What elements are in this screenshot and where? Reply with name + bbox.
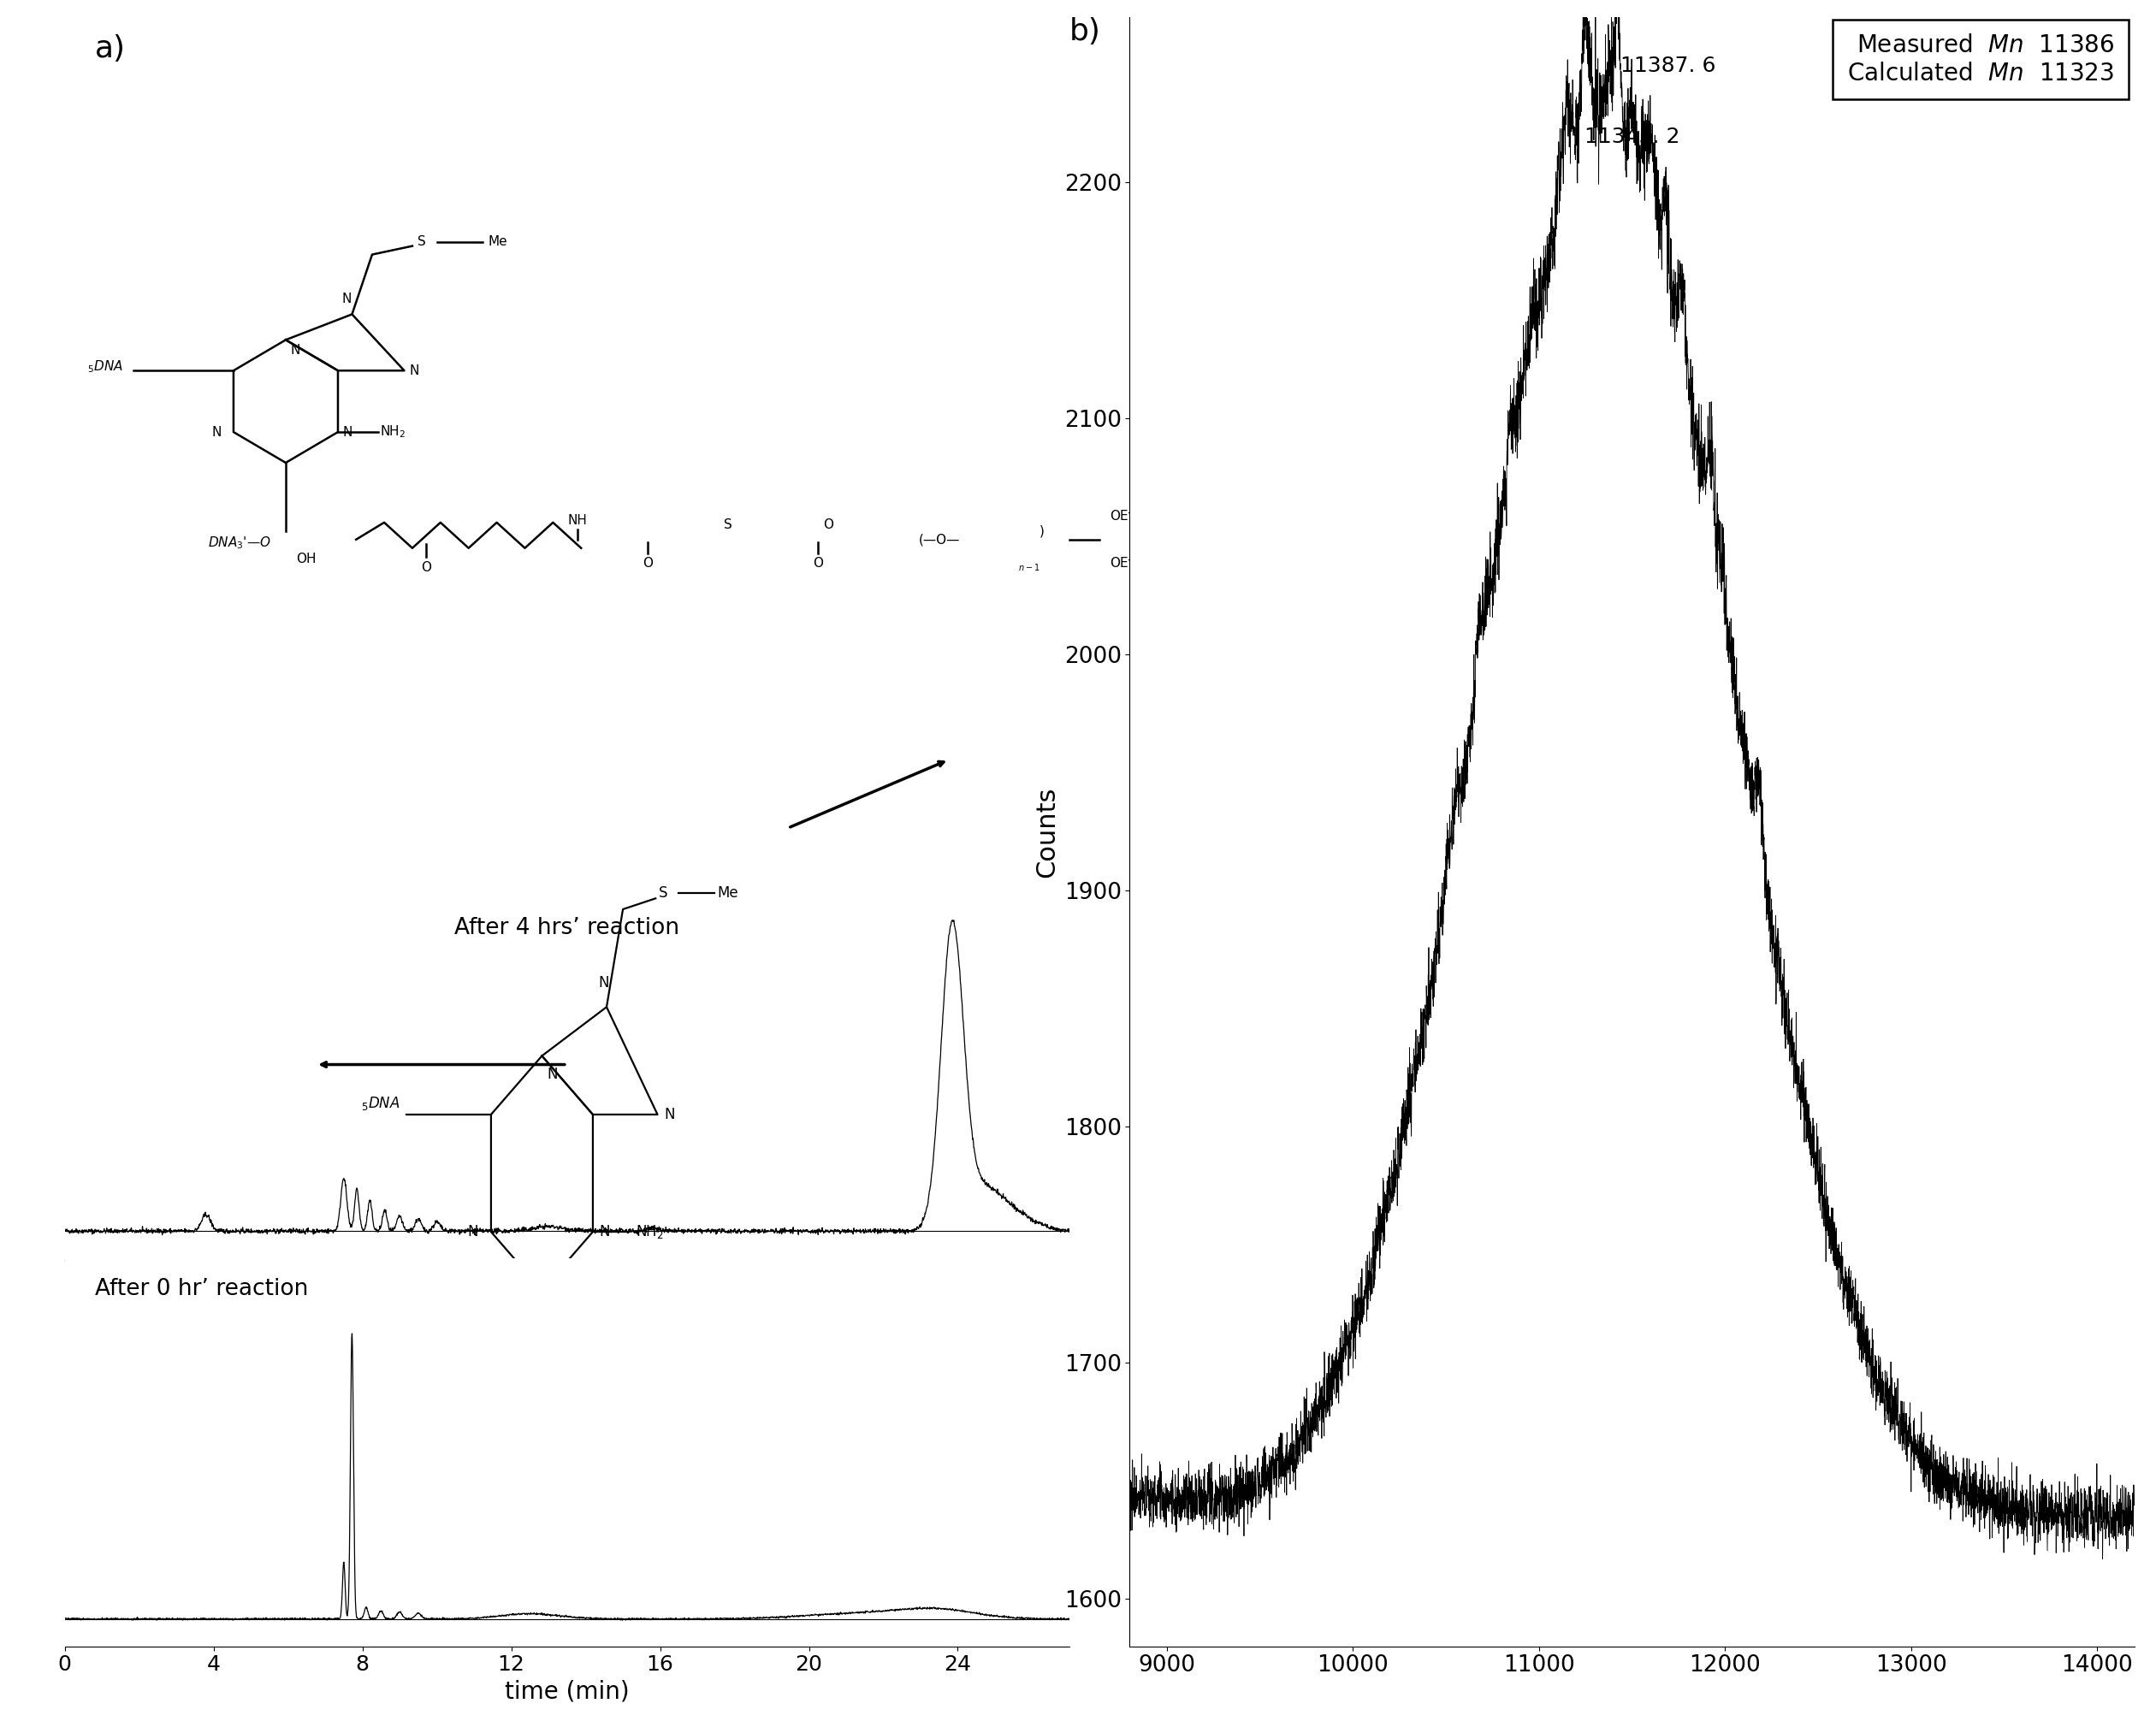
Text: O: O bbox=[642, 556, 653, 570]
Text: S: S bbox=[724, 518, 733, 530]
Text: $_{n-1}$: $_{n-1}$ bbox=[1018, 561, 1039, 574]
Text: N: N bbox=[410, 364, 418, 378]
Text: b): b) bbox=[1069, 17, 1102, 47]
Text: O: O bbox=[824, 518, 834, 530]
Text: After 4 hrs’ reaction: After 4 hrs’ reaction bbox=[455, 917, 679, 939]
Text: N: N bbox=[343, 426, 354, 438]
Text: N: N bbox=[343, 293, 351, 305]
Text: 11387. 6: 11387. 6 bbox=[1621, 55, 1716, 76]
Text: DNA$_3$'—O: DNA$_3$'—O bbox=[207, 535, 272, 551]
X-axis label: time (min): time (min) bbox=[505, 1679, 630, 1704]
Text: OEt: OEt bbox=[1110, 510, 1134, 522]
Text: N: N bbox=[291, 345, 300, 357]
Text: 11343. 2: 11343. 2 bbox=[1585, 127, 1680, 147]
Text: After 0 hr’ reaction: After 0 hr’ reaction bbox=[95, 1277, 308, 1300]
Text: S: S bbox=[418, 236, 425, 248]
Text: NH: NH bbox=[567, 515, 586, 527]
Text: (—O—: (—O— bbox=[918, 534, 959, 546]
Text: O: O bbox=[813, 556, 824, 570]
Text: Me: Me bbox=[487, 236, 507, 248]
Text: OH: OH bbox=[295, 553, 317, 565]
Text: OEt: OEt bbox=[1110, 556, 1134, 570]
Text: a): a) bbox=[95, 35, 125, 64]
Text: ): ) bbox=[1039, 525, 1044, 537]
Text: NH$_2$: NH$_2$ bbox=[379, 425, 405, 440]
Y-axis label: Counts: Counts bbox=[1035, 787, 1059, 877]
Text: O: O bbox=[420, 561, 431, 574]
Text: $_5$DNA: $_5$DNA bbox=[86, 359, 123, 374]
Text: Measured  $\mathit{Mn}$  11386
Calculated  $\mathit{Mn}$  11323: Measured $\mathit{Mn}$ 11386 Calculated … bbox=[1848, 33, 2115, 85]
Text: N: N bbox=[211, 426, 222, 438]
